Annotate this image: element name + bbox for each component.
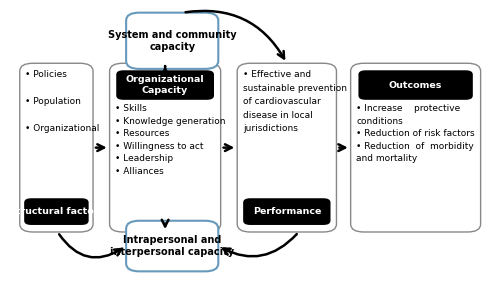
FancyBboxPatch shape: [243, 198, 330, 225]
FancyBboxPatch shape: [350, 63, 480, 232]
FancyBboxPatch shape: [358, 70, 473, 100]
Text: System and community
capacity: System and community capacity: [108, 30, 236, 52]
Text: • Skills
• Knowledge generation
• Resources
• Willingness to act
• Leadership
• : • Skills • Knowledge generation • Resour…: [116, 104, 226, 176]
FancyBboxPatch shape: [24, 198, 88, 225]
Text: Outcomes: Outcomes: [389, 81, 442, 89]
Text: Intrapersonal and
interpersonal capacity: Intrapersonal and interpersonal capacity: [110, 235, 234, 257]
Text: • Increase    protective
conditions
• Reduction of risk factors
• Reduction  of : • Increase protective conditions • Reduc…: [356, 104, 475, 163]
Text: Structural factors: Structural factors: [9, 207, 104, 216]
Text: • Effective and
sustainable prevention
of cardiovascular
disease in local
jurisd: • Effective and sustainable prevention o…: [243, 70, 347, 133]
Text: Organizational
Capacity: Organizational Capacity: [126, 75, 204, 95]
FancyBboxPatch shape: [110, 63, 220, 232]
FancyBboxPatch shape: [126, 12, 218, 69]
FancyBboxPatch shape: [237, 63, 336, 232]
Text: Performance: Performance: [252, 207, 321, 216]
FancyBboxPatch shape: [126, 221, 218, 272]
FancyBboxPatch shape: [20, 63, 93, 232]
Text: • Policies

• Population

• Organizational: • Policies • Population • Organizational: [26, 70, 100, 133]
FancyBboxPatch shape: [116, 70, 214, 100]
